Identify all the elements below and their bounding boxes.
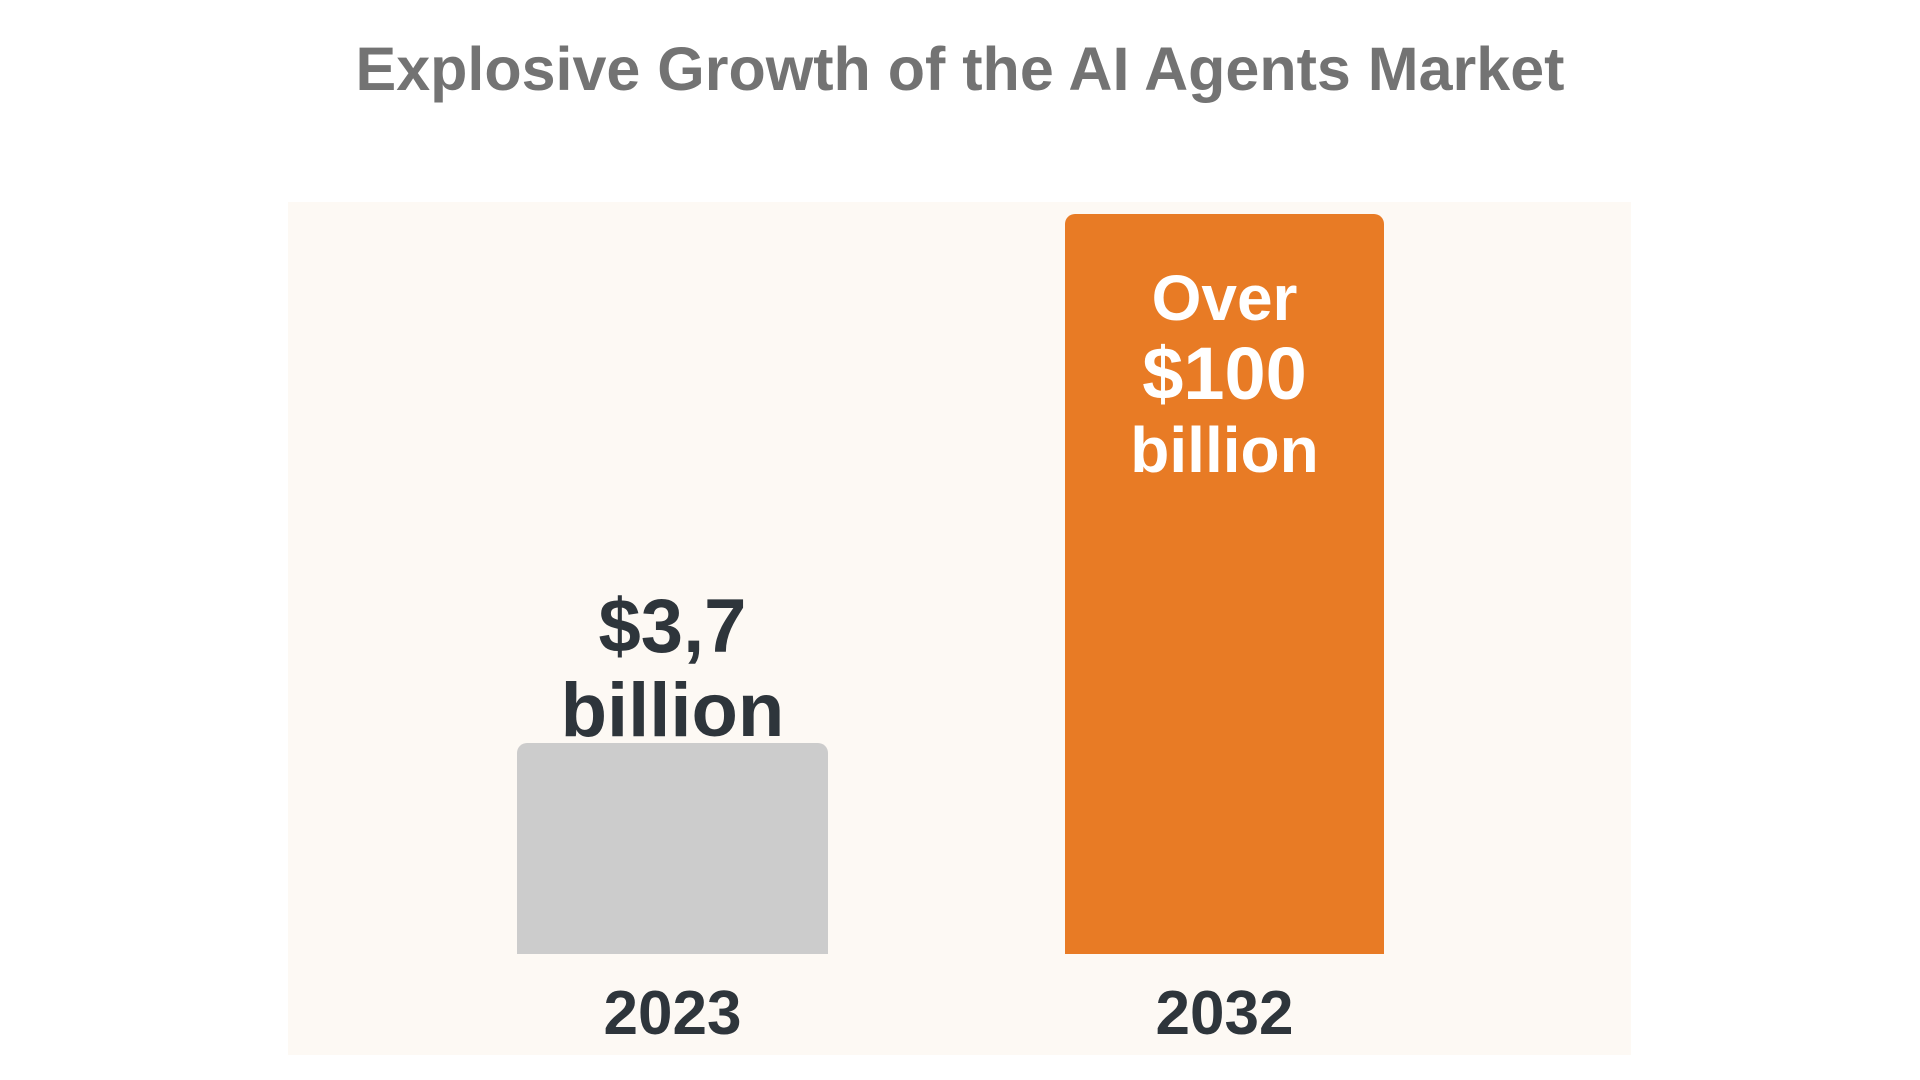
data-label-2032-value: $100 (1142, 332, 1307, 416)
bar-2032 (1065, 214, 1384, 954)
data-label-2032-unit: billion (1130, 413, 1319, 486)
data-label-2032-prefix: Over (1151, 262, 1298, 334)
x-tick-2032: 2032 (1155, 979, 1294, 1048)
data-label-2023: $3,7 billion (517, 585, 828, 752)
data-label-2032: Over $100 billion (1065, 262, 1384, 486)
bar-2023 (517, 743, 828, 954)
plot-area (288, 202, 1631, 1055)
data-label-2023-unit: billion (560, 667, 785, 753)
chart-title: Explosive Growth of the AI Agents Market (355, 35, 1565, 103)
x-tick-2023: 2023 (603, 979, 742, 1048)
data-label-2023-value: $3,7 (598, 584, 747, 669)
